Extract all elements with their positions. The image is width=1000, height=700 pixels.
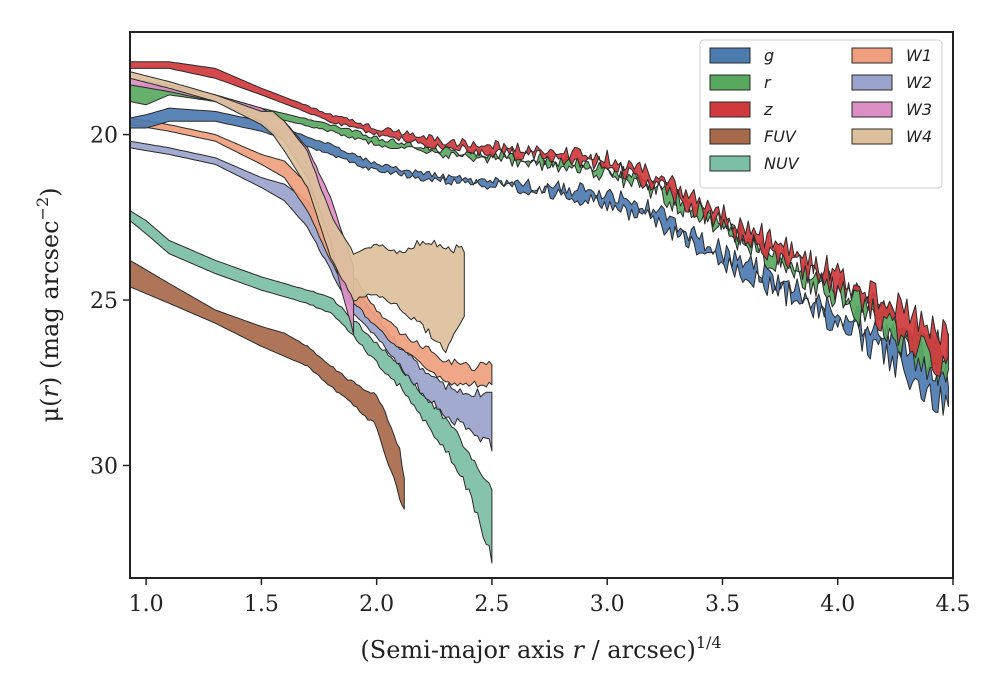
x-axis-label: (Semi-major axis r / arcsec)1/4 <box>360 633 721 664</box>
legend-swatch-w3 <box>851 101 893 118</box>
series-band-fuv <box>129 259 405 510</box>
x-tick-label: 2.0 <box>359 592 394 617</box>
y-tick-label: 30 <box>90 454 118 479</box>
legend-swatch-w1 <box>851 47 893 64</box>
series-band-g <box>129 107 949 416</box>
legend-label-fuv: FUV <box>764 127 797 146</box>
legend-swatch-w2 <box>851 74 893 91</box>
legend-swatch-fuv <box>709 128 751 145</box>
series-band-w1 <box>129 117 493 388</box>
legend-label-w4: W4 <box>906 127 932 146</box>
legend-swatch-g <box>709 47 751 64</box>
series-band-w4 <box>129 71 465 354</box>
legend-label-g: g <box>764 46 774 65</box>
series-band-z <box>129 61 949 377</box>
x-tick-label: 4.0 <box>820 592 855 617</box>
legend-swatch-r <box>709 74 751 91</box>
legend-label-z: z <box>763 100 773 119</box>
x-tick-label: 2.5 <box>474 592 509 617</box>
legend-label-r: r <box>764 73 772 92</box>
legend-label-w2: W2 <box>906 73 932 92</box>
legend-label-nuv: NUV <box>764 154 800 173</box>
legend: grz FUV NUV W1 W2 W3 W4 <box>699 39 943 189</box>
plot-frame <box>129 31 954 579</box>
legend-swatch-z <box>709 101 751 118</box>
x-tick-label: 4.5 <box>936 592 971 617</box>
legend-label-w1: W1 <box>906 46 932 65</box>
legend-label-w3: W3 <box>906 100 932 119</box>
x-tick-label: 3.5 <box>705 592 740 617</box>
x-tick-label: 1.0 <box>129 592 164 617</box>
x-tick-label: 3.0 <box>590 592 625 617</box>
series-band-w2 <box>129 140 493 452</box>
y-tick-label: 25 <box>90 289 118 314</box>
legend-swatch-w4 <box>851 128 893 145</box>
series-layer <box>129 61 949 564</box>
y-ticks: 20 25 30 <box>90 124 130 479</box>
y-tick-label: 20 <box>90 124 118 149</box>
legend-swatch-nuv <box>709 155 751 172</box>
series-band-nuv <box>129 210 493 564</box>
x-tick-label: 1.5 <box>244 592 279 617</box>
legend-items: grz FUV NUV W1 W2 W3 W4 <box>709 46 932 173</box>
y-axis-label: μ(r) (mag arcsec−2) <box>33 187 64 422</box>
x-ticks: 1.0 1.5 2.0 2.5 3.0 3.5 4.0 4.5 <box>129 578 971 617</box>
series-band-r <box>129 84 949 387</box>
